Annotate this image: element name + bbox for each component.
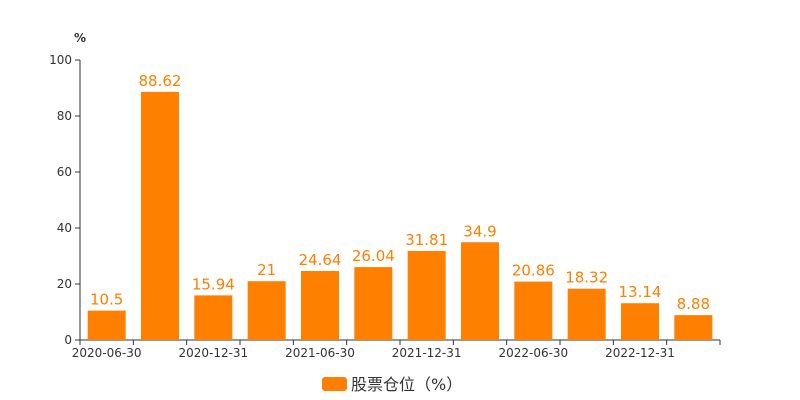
legend-swatch xyxy=(322,377,347,391)
bar-value-label: 24.64 xyxy=(299,251,342,269)
y-tick-label: 0 xyxy=(64,333,72,347)
x-tick-label: 2022-12-31 xyxy=(605,346,675,360)
y-tick-label: 20 xyxy=(57,277,72,291)
bar-value-label: 13.14 xyxy=(619,283,662,301)
bar-value-label: 10.5 xyxy=(90,291,123,309)
bar-value-label: 18.32 xyxy=(565,269,608,287)
legend-label: 股票仓位（%） xyxy=(351,375,462,394)
bar-value-label: 88.62 xyxy=(139,72,182,90)
bar-value-label: 20.86 xyxy=(512,262,555,280)
x-tick-label: 2020-06-30 xyxy=(72,346,142,360)
bar-value-label: 31.81 xyxy=(405,231,448,249)
bar[interactable] xyxy=(354,267,393,340)
data-labels: 10.5 88.62 15.94 21 24.64 26.04 31.81 34.9 20.86… xyxy=(90,72,710,313)
bar[interactable] xyxy=(407,250,446,340)
bar-value-label: 34.9 xyxy=(463,222,496,240)
bar[interactable] xyxy=(674,315,713,340)
y-tick-label: 60 xyxy=(57,165,72,179)
bar[interactable] xyxy=(194,295,233,340)
legend[interactable]: 股票仓位（%） xyxy=(322,375,462,394)
y-tick-label: 40 xyxy=(57,221,72,235)
bar-value-label: 21 xyxy=(257,261,276,279)
y-axis: 0 20 40 60 80 100 xyxy=(49,53,81,347)
y-tick-label: 100 xyxy=(49,53,72,67)
bar[interactable] xyxy=(141,91,179,340)
bar[interactable] xyxy=(567,288,606,340)
bar[interactable] xyxy=(621,303,659,340)
y-tick-label: 80 xyxy=(57,109,72,123)
x-tick-label: 2020-12-31 xyxy=(178,346,248,360)
bar[interactable] xyxy=(87,310,126,340)
y-axis-unit-label: % xyxy=(74,31,86,45)
bar[interactable] xyxy=(247,281,286,340)
x-tick-label: 2021-12-31 xyxy=(392,346,462,360)
x-tick-label: 2021-06-30 xyxy=(285,346,355,360)
bar-value-label: 15.94 xyxy=(192,275,235,293)
bar-value-label: 26.04 xyxy=(352,247,395,265)
bar[interactable] xyxy=(301,271,339,340)
x-axis: 2020-06-30 2020-12-31 2021-06-30 2021-12-31… xyxy=(72,339,721,360)
bar-value-label: 8.88 xyxy=(677,295,710,313)
bar[interactable] xyxy=(461,242,499,340)
x-tick-label: 2022-06-30 xyxy=(498,346,568,360)
bar[interactable] xyxy=(514,281,553,340)
bar-series xyxy=(87,91,713,340)
